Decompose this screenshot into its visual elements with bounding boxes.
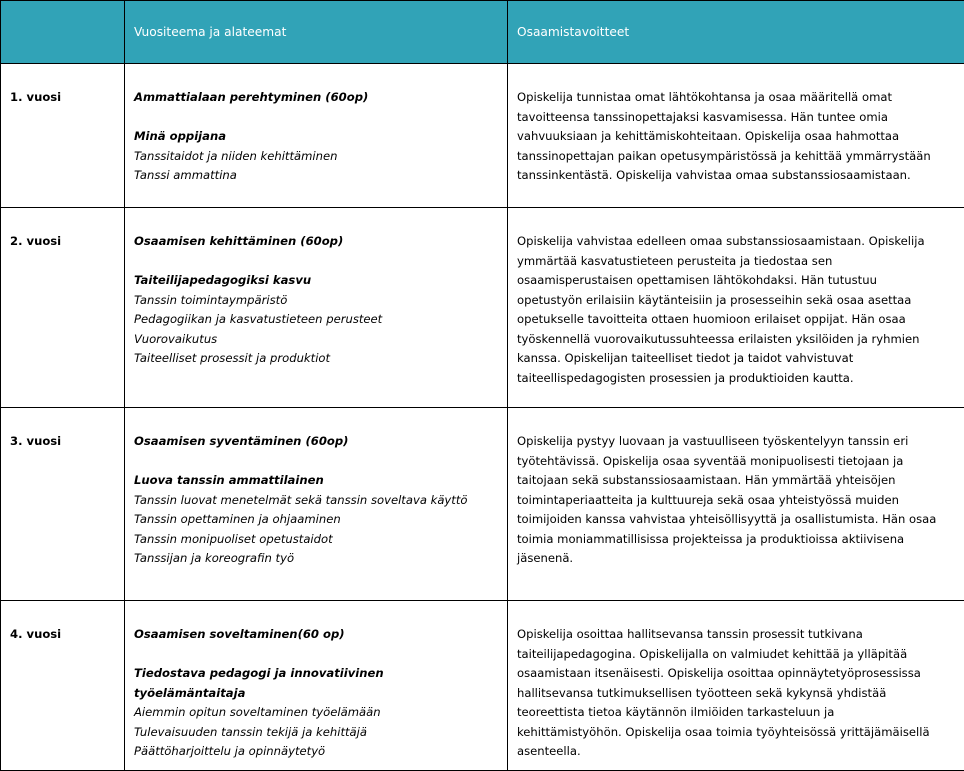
goal-text-line: työskennellä vuorovaikutussuhteessa eril…: [517, 330, 957, 350]
subtheme: Taiteilijapedagogiksi kasvu: [134, 271, 499, 291]
goal-text-line: Opiskelija vahvistaa edelleen omaa subst…: [517, 232, 957, 252]
subtheme: työelämäntaitaja: [134, 684, 499, 704]
goals-cell: Opiskelija osoittaa hallitsevansa tanssi…: [508, 601, 964, 771]
year-cell: 1. vuosi: [1, 64, 125, 208]
topic-item: Tanssi ammattina: [134, 166, 499, 186]
year-theme: Osaamisen soveltaminen(60 op): [134, 625, 499, 645]
goal-text-line: Opiskelija pystyy luovaan ja vastuullise…: [517, 432, 957, 452]
topic-item: Tulevaisuuden tanssin tekijä ja kehittäj…: [134, 723, 499, 743]
goal-text-line: toimia moniammatillisissa projekteissa j…: [517, 530, 957, 550]
table-row: 2. vuosi Osaamisen kehittäminen (60op) Tai…: [1, 208, 964, 408]
goal-text-line: hallitsevansa tutkimuksellisen työotteen…: [517, 684, 957, 704]
goal-text-line: toimijoiden kanssa vahvistaa yhteisöllis…: [517, 510, 957, 530]
year-cell: 4. vuosi: [1, 601, 125, 771]
topic-item: Tanssin opettaminen ja ohjaaminen: [134, 510, 499, 530]
topic-item: Tanssitaidot ja niiden kehittäminen: [134, 147, 499, 167]
table-header-row: Vuositeema ja alateemat Osaamistavoittee…: [1, 1, 964, 64]
goal-text-line: opetustyön erilaisiin käytänteisiin ja p…: [517, 291, 957, 311]
year-label: 3. vuosi: [10, 432, 116, 452]
goal-text-line: osaamisperustaisen opettamisen lähtökohd…: [517, 271, 957, 291]
subtheme: Luova tanssin ammattilainen: [134, 471, 499, 491]
goal-text-line: työtehtävissä. Opiskelija osaa syventää …: [517, 452, 957, 472]
goal-text-line: ymmärtää kasvatustieteen perusteita ja t…: [517, 252, 957, 272]
goal-text-line: Opiskelija osoittaa hallitsevansa tanssi…: [517, 625, 957, 645]
goal-text-line: taitojaan sekä substanssiosaamistaan. Hä…: [517, 471, 957, 491]
year-cell: 3. vuosi: [1, 408, 125, 601]
goal-text-line: opetukselle tavoitteita ottaen huomioon …: [517, 310, 957, 330]
goal-text-line: tavoitteensa tanssinopettajaksi kasvamis…: [517, 108, 957, 128]
year-label: 4. vuosi: [10, 625, 116, 645]
theme-cell: Osaamisen kehittäminen (60op) Taiteilijap…: [125, 208, 508, 408]
topic-item: Aiemmin opitun soveltaminen työelämään: [134, 703, 499, 723]
goal-text-line: teoreettista tietoa käytännön ilmiöiden …: [517, 703, 957, 723]
goal-text-line: jäsenenä.: [517, 549, 957, 569]
header-goals: Osaamistavoitteet: [508, 1, 964, 64]
goal-text-line: taiteilijapedagogina. Opiskelijalla on v…: [517, 645, 957, 665]
goal-text-line: vahvuuksiaan ja kehittämiskohteitaan. Op…: [517, 127, 957, 147]
subtheme: Minä oppijana: [134, 127, 499, 147]
year-theme: Osaamisen syventäminen (60op): [134, 432, 499, 452]
goal-text-line: tanssinkentästä. Opiskelija vahvistaa om…: [517, 166, 957, 186]
topic-item: Tanssin monipuoliset opetustaidot: [134, 530, 499, 550]
subtheme: Tiedostava pedagogi ja innovatiivinen: [134, 664, 499, 684]
header-year: [1, 1, 125, 64]
topic-item: Tanssin luovat menetelmät sekä tanssin s…: [134, 491, 499, 511]
topic-item: Vuorovaikutus: [134, 330, 499, 350]
year-label: 2. vuosi: [10, 232, 116, 252]
year-theme: Ammattialaan perehtyminen (60op): [134, 88, 499, 108]
goal-text-line: asenteella.: [517, 742, 957, 762]
goals-cell: Opiskelija pystyy luovaan ja vastuullise…: [508, 408, 964, 601]
table-row: 3. vuosi Osaamisen syventäminen (60op) Luo…: [1, 408, 964, 601]
year-cell: 2. vuosi: [1, 208, 125, 408]
topic-item: Pedagogiikan ja kasvatustieteen perustee…: [134, 310, 499, 330]
topic-item: Tanssijan ja koreografin työ: [134, 549, 499, 569]
goal-text-line: osaamistaan itsenäisesti. Opiskelija oso…: [517, 664, 957, 684]
theme-cell: Ammattialaan perehtyminen (60op) Minä opp…: [125, 64, 508, 208]
theme-cell: Osaamisen soveltaminen(60 op) Tiedostava …: [125, 601, 508, 771]
topic-item: Taiteelliset prosessit ja produktiot: [134, 349, 499, 369]
header-theme: Vuositeema ja alateemat: [125, 1, 508, 64]
topic-item: Tanssin toimintaympäristö: [134, 291, 499, 311]
goal-text-line: taiteellispedagogisten prosessien ja pro…: [517, 369, 957, 389]
goals-cell: Opiskelija vahvistaa edelleen omaa subst…: [508, 208, 964, 408]
goal-text-line: Opiskelija tunnistaa omat lähtökohtansa …: [517, 88, 957, 108]
year-theme: Osaamisen kehittäminen (60op): [134, 232, 499, 252]
goal-text-line: kanssa. Opiskelijan taiteelliset tiedot …: [517, 349, 957, 369]
year-label: 1. vuosi: [10, 88, 116, 108]
goals-cell: Opiskelija tunnistaa omat lähtökohtansa …: [508, 64, 964, 208]
theme-cell: Osaamisen syventäminen (60op) Luova tanss…: [125, 408, 508, 601]
table-row: 4. vuosi Osaamisen soveltaminen(60 op) Tie…: [1, 601, 964, 771]
goal-text-line: tanssinopettajan paikan opetusympäristös…: [517, 147, 957, 167]
goal-text-line: toimintaperiaatteita ja kulttuureja sekä…: [517, 491, 957, 511]
goal-text-line: kehittämistyöhön. Opiskelija osaa toimia…: [517, 723, 957, 743]
topic-item: Päättöharjoittelu ja opinnäytetyö: [134, 742, 499, 762]
table-row: 1. vuosi Ammattialaan perehtyminen (60op)…: [1, 64, 964, 208]
